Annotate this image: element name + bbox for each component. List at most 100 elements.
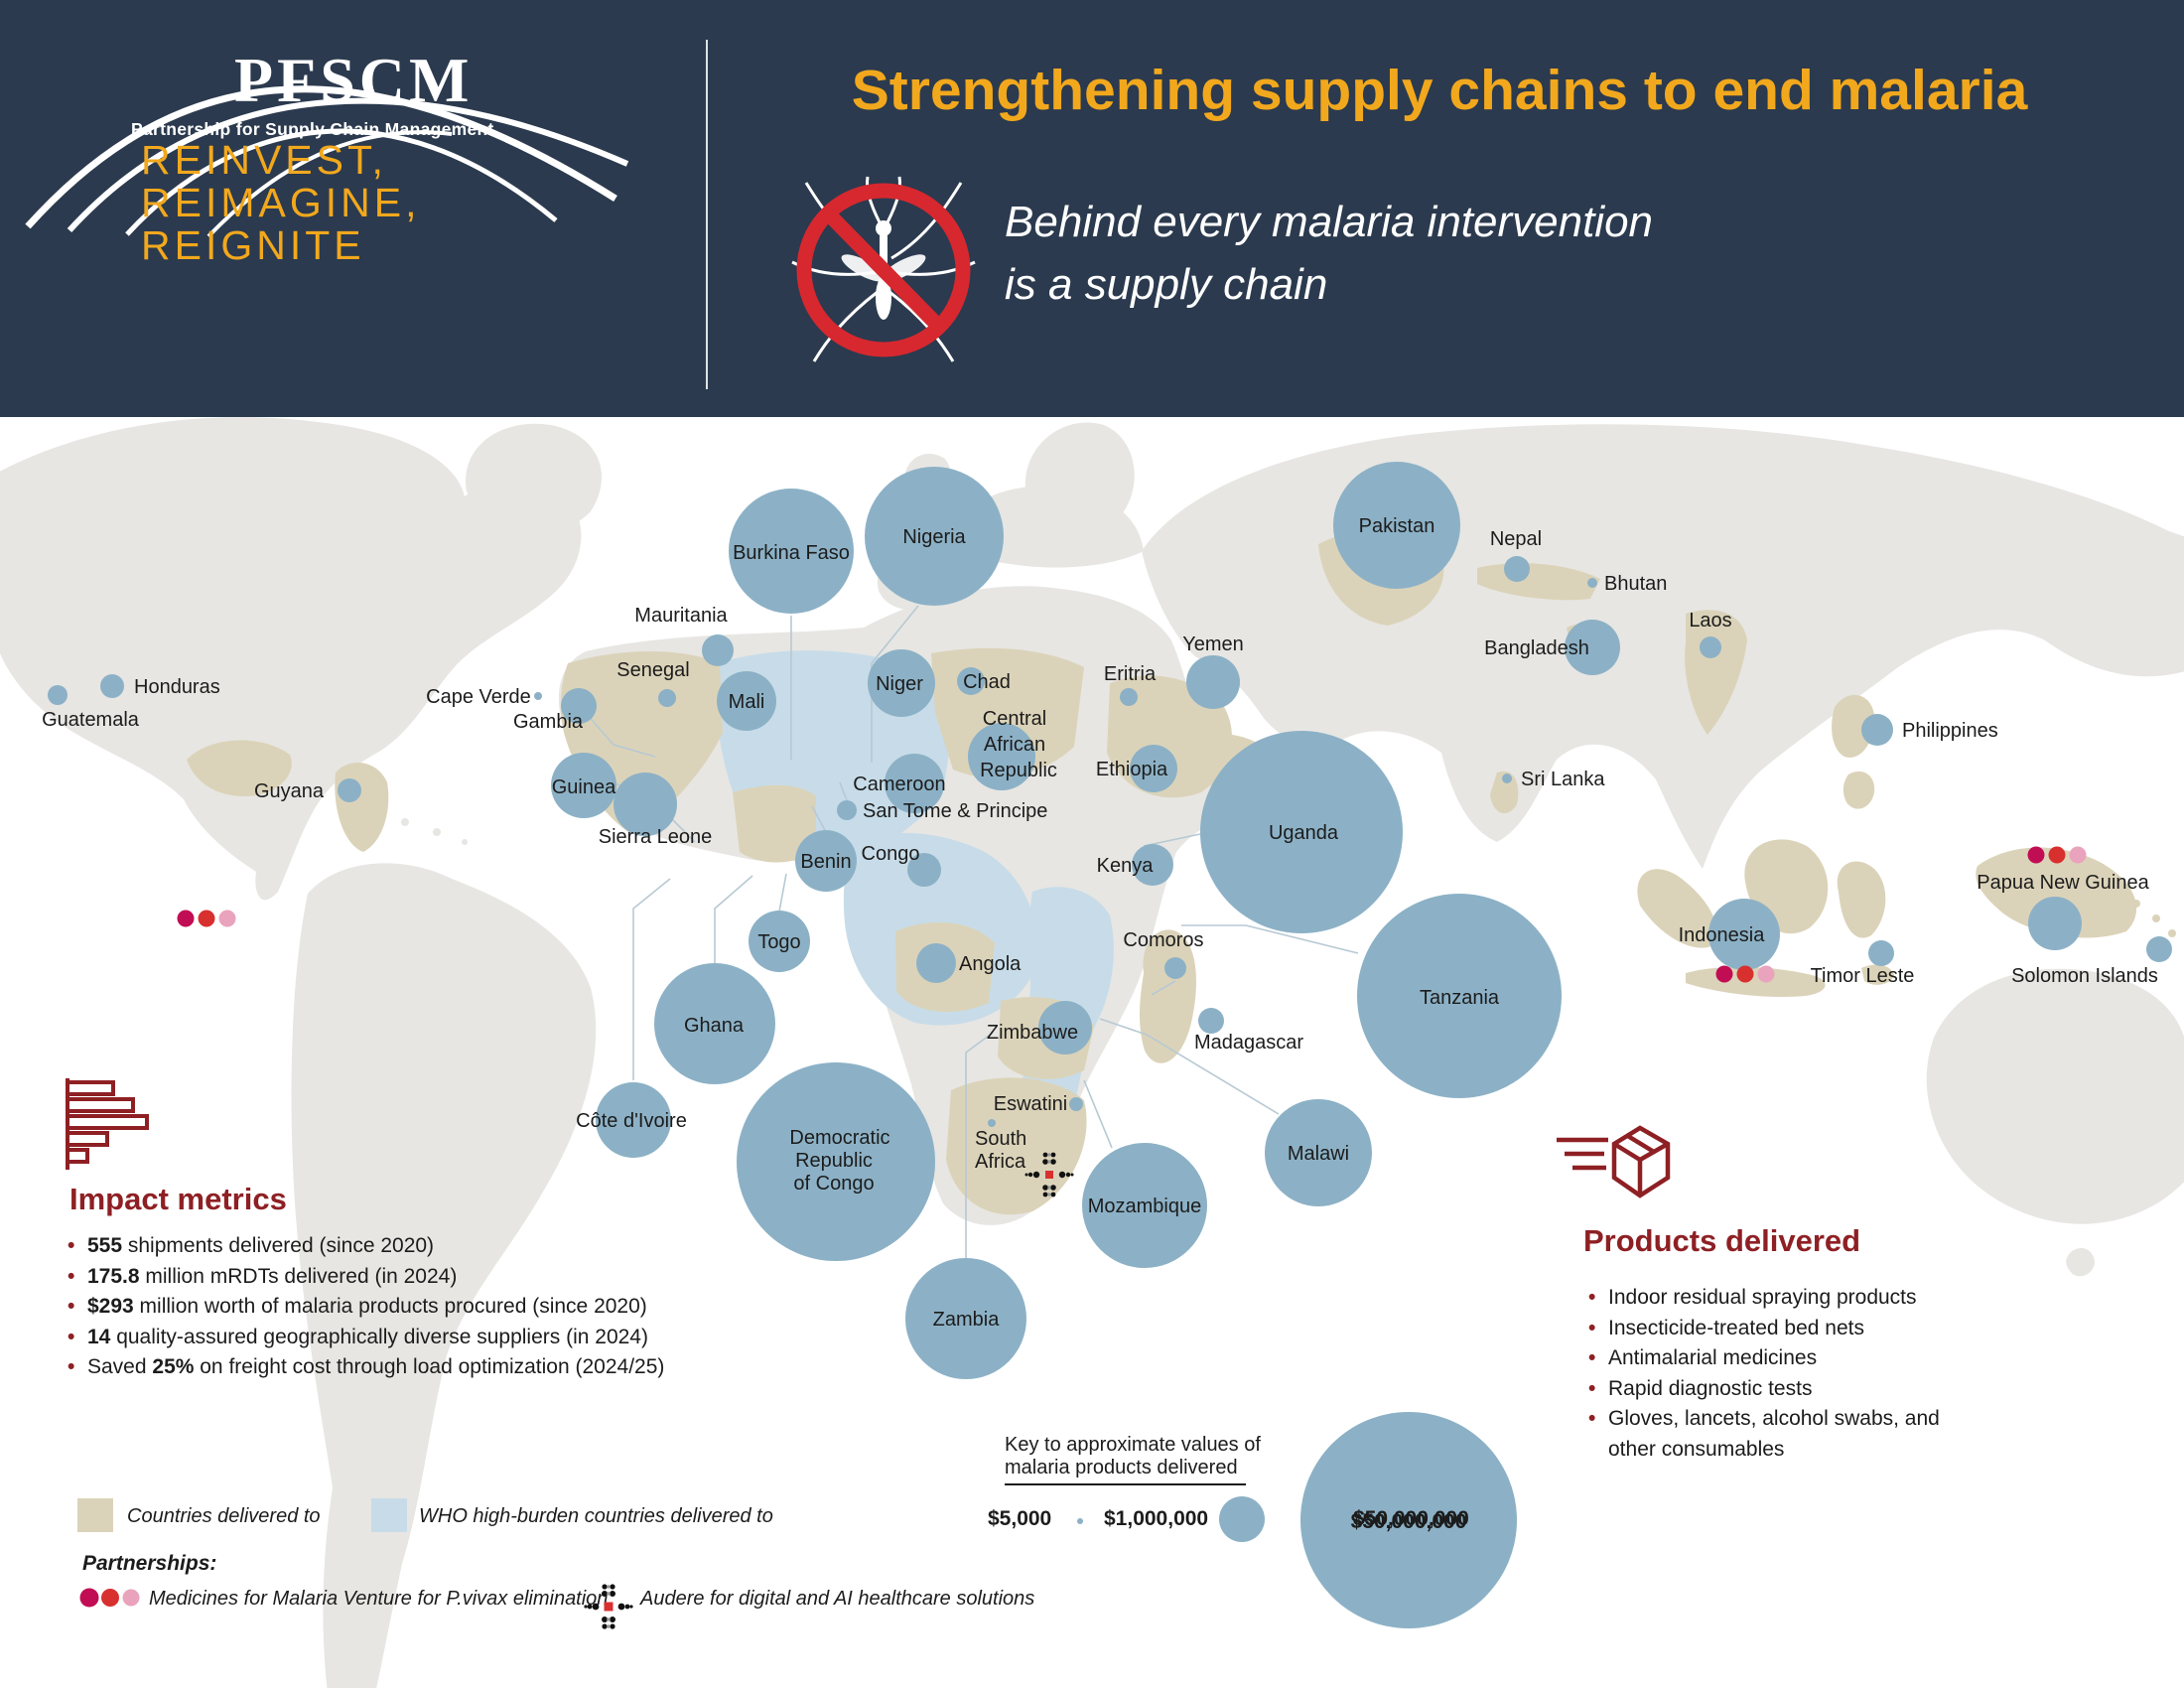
- country-label: Côte d'Ivoire: [576, 1110, 687, 1132]
- country-label: Sierra Leone: [599, 826, 713, 848]
- continents: [0, 417, 2184, 1688]
- header-subtitle: Behind every malaria intervention is a s…: [1005, 191, 1653, 316]
- impact-item: Saved 25% on freight cost through load o…: [66, 1352, 701, 1383]
- map-bubble-nepal: [1504, 556, 1530, 582]
- country-label: Timor Leste: [1811, 965, 1915, 987]
- product-item: Indoor residual spraying products: [1586, 1283, 2013, 1314]
- beige-java: [1686, 966, 1826, 997]
- map-bubble-malawi: [1265, 1099, 1372, 1206]
- audere-dot: [1027, 1172, 1033, 1178]
- beige-south-africa: [946, 1077, 1087, 1215]
- beige-new-guinea: [1976, 847, 2137, 938]
- beige-timor: [1861, 964, 1894, 985]
- header-banner: PFSCM Partnership for Supply Chain Manag…: [0, 0, 2184, 417]
- map-bubble-bhutan: [1587, 578, 1597, 588]
- leader-line: [871, 605, 919, 763]
- audere-dot: [1050, 1185, 1056, 1191]
- impact-item: $293 million worth of malaria products p…: [66, 1292, 701, 1323]
- map-bubble-kenya: [1132, 844, 1173, 886]
- pfscm-logo-subtext: Partnership for Supply Chain Management: [131, 119, 494, 139]
- map-bubble-madagascar: [1198, 1008, 1224, 1034]
- country-label: Cameroon: [853, 774, 945, 795]
- map-bubble-honduras: [100, 674, 124, 698]
- map-bubble-central-african-republic: [968, 723, 1035, 790]
- map-bubble-guyana: [338, 778, 361, 802]
- greenland: [466, 423, 602, 532]
- audere-dot: [1024, 1173, 1028, 1177]
- map-bubble-angola: [916, 943, 956, 983]
- country-label: South: [975, 1128, 1026, 1150]
- mmv-dots-indonesia: [1757, 965, 1775, 983]
- no-mosquito-icon: [791, 176, 976, 362]
- page-title: Strengthening supply chains to end malar…: [851, 59, 2028, 122]
- key-underline: [1005, 1483, 1246, 1485]
- country-label: San Tome & Principe: [863, 800, 1047, 822]
- legend-swatch-who: [371, 1498, 407, 1532]
- map-bubble-timor-leste: [1868, 940, 1894, 966]
- key-label-small: $5,000: [988, 1507, 1052, 1530]
- map-bubble-benin: [795, 830, 857, 892]
- beige-solomon: [2152, 914, 2160, 922]
- map-bubble-togo: [749, 911, 810, 972]
- leader-line: [1099, 1018, 1280, 1115]
- country-label: Philippines: [1902, 720, 1998, 742]
- audere-dot: [1042, 1192, 1048, 1197]
- map-bubble-yemen: [1186, 655, 1240, 709]
- key-circle-medium: [1219, 1496, 1265, 1542]
- map-bubble-cameroon: [885, 754, 944, 813]
- audere-center: [1045, 1171, 1053, 1179]
- leader-line: [1143, 833, 1201, 847]
- beige-guyana: [335, 762, 389, 852]
- mmv-dots-papua-new-guinea: [2069, 846, 2087, 864]
- mmv-dots-indonesia: [1736, 965, 1754, 983]
- country-label: Angola: [959, 953, 1022, 975]
- map-bubble-south-africa: [988, 1119, 996, 1127]
- country-label: Chad: [963, 671, 1011, 693]
- map-bubble-pakistan: [1333, 462, 1460, 589]
- map-bubble-guatemala: [48, 685, 68, 705]
- country-label: Democratic: [789, 1127, 889, 1149]
- subtitle-line2: is a supply chain: [1005, 260, 1328, 309]
- leader-line: [811, 805, 827, 833]
- impact-metrics-list: 555 shipments delivered (since 2020) 175…: [66, 1231, 701, 1383]
- leader-line: [632, 878, 671, 1080]
- north-america: [0, 417, 582, 901]
- country-label: of Congo: [793, 1173, 874, 1195]
- country-label: Mali: [729, 691, 765, 713]
- map-bubble-chad: [957, 667, 985, 695]
- mmv-dots-peru: [218, 910, 236, 927]
- country-label: Guinea: [552, 776, 616, 798]
- map-bubble-cape-verde: [534, 692, 542, 700]
- beige-sumatra: [1637, 869, 1717, 948]
- country-label: Honduras: [134, 676, 220, 698]
- map-bubble-zambia: [905, 1258, 1026, 1379]
- country-label: Yemen: [1182, 633, 1244, 655]
- country-label: Kenya: [1097, 855, 1155, 877]
- australia: [1926, 968, 2184, 1224]
- country-label: Burkina Faso: [733, 542, 850, 564]
- japan: [1960, 536, 2021, 622]
- country-label: Africa: [975, 1151, 1026, 1173]
- beige-laos: [1685, 610, 1747, 735]
- map-bubble-indonesia: [1708, 899, 1780, 970]
- country-label: Central: [983, 708, 1046, 730]
- leader-line: [1181, 924, 1359, 954]
- map-bubble-mozambique: [1082, 1143, 1207, 1268]
- key-large-value-in-circle: $50,000,000: [1351, 1510, 1467, 1533]
- map-bubble-tanzania: [1357, 894, 1562, 1098]
- country-label: Indonesia: [1679, 924, 1766, 946]
- audere-dot: [1058, 1171, 1066, 1179]
- map-bubble-eswatini: [1069, 1097, 1083, 1111]
- beige-sulawesi: [1837, 861, 1886, 938]
- impact-item: 14 quality-assured geographically divers…: [66, 1323, 701, 1353]
- pfscm-swoosh-icon: [25, 85, 629, 238]
- map-bubble-sri-lanka: [1502, 774, 1512, 783]
- country-label: Togo: [757, 931, 800, 953]
- marker-layer: [177, 846, 2087, 1197]
- country-label: Ghana: [684, 1015, 745, 1037]
- beige-philippines: [1832, 694, 1875, 758]
- map-bubble-laos: [1700, 636, 1721, 658]
- audere-dot: [1047, 1153, 1051, 1157]
- subtitle-line1: Behind every malaria intervention: [1005, 198, 1654, 246]
